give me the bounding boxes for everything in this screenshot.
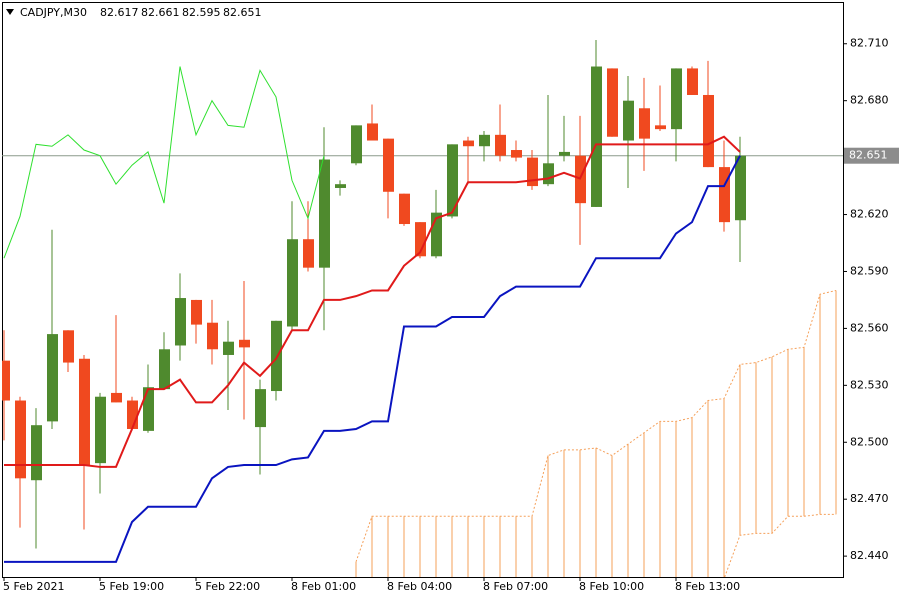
candle-body — [639, 108, 650, 139]
candle-body — [287, 239, 298, 327]
candle-body — [31, 425, 42, 481]
y-tick-label: 82.560 — [850, 321, 889, 334]
candle-body — [447, 144, 458, 217]
indicator-line — [4, 155, 741, 563]
x-tick-label: 8 Feb 13:00 — [675, 580, 740, 593]
x-tick-label: 5 Feb 2021 — [3, 580, 64, 593]
y-tick-label: 82.710 — [850, 37, 889, 50]
candle-body — [15, 400, 26, 479]
candle-body — [511, 150, 522, 158]
candle-body — [319, 159, 330, 268]
ohlc-high: 82.661 — [141, 6, 180, 19]
indicator-line — [4, 135, 741, 468]
candle-body — [671, 68, 682, 130]
x-tick-label: 5 Feb 19:00 — [99, 580, 164, 593]
ohlc-open: 82.617 — [100, 6, 139, 19]
candle-body — [591, 66, 602, 207]
candle-body — [479, 134, 490, 147]
candle-body — [95, 396, 106, 464]
x-tick-label: 8 Feb 10:00 — [579, 580, 644, 593]
candle-body — [79, 358, 90, 466]
y-tick-label: 82.440 — [850, 549, 889, 562]
candle-body — [655, 125, 666, 130]
candle-body — [559, 151, 570, 156]
candle-body — [47, 334, 58, 422]
candle-body — [303, 239, 314, 268]
menu-arrow[interactable] — [6, 9, 14, 15]
candle-body — [255, 389, 266, 428]
candle-body — [543, 163, 554, 185]
candle-body — [143, 387, 154, 431]
cloud-span-b — [724, 513, 836, 577]
candle-body — [367, 123, 378, 141]
candle-body — [495, 134, 506, 156]
indicator-line — [3, 66, 325, 259]
candle-body — [735, 155, 746, 221]
cloud-span-a — [355, 289, 837, 562]
y-tick-label: 82.530 — [850, 378, 889, 391]
candle-body — [703, 94, 714, 168]
x-tick-label: 5 Feb 22:00 — [195, 580, 260, 593]
symbol: CADJPY,M30 — [20, 6, 87, 19]
candle-body — [127, 400, 138, 429]
candle-body — [607, 68, 618, 137]
candle-body — [351, 125, 362, 164]
y-tick-label: 82.590 — [850, 264, 889, 277]
candle-body — [383, 138, 394, 192]
candle-body — [63, 330, 74, 363]
candle-body — [335, 184, 346, 188]
candle-body — [527, 157, 538, 187]
x-tick-label: 8 Feb 04:00 — [387, 580, 452, 593]
plot-frame — [2, 2, 844, 578]
candle-body — [191, 299, 202, 325]
candle-body — [719, 167, 730, 223]
y-tick-label: 82.680 — [850, 94, 889, 107]
candle-body — [207, 322, 218, 350]
candle-body — [687, 68, 698, 95]
candle-body — [431, 212, 442, 257]
candle-body — [399, 193, 410, 225]
x-tick-label: 8 Feb 01:00 — [291, 580, 356, 593]
y-tick-label: 82.500 — [850, 435, 889, 448]
candle-body — [415, 222, 426, 257]
ohlc-low: 82.595 — [182, 6, 221, 19]
plot-area — [2, 39, 843, 577]
candle-body — [463, 140, 474, 147]
y-tick-label: 82.620 — [850, 208, 889, 221]
candle-body — [623, 100, 634, 141]
candle-body — [175, 298, 186, 346]
candle-body — [2, 360, 10, 401]
y-tick-label: 82.470 — [850, 492, 889, 505]
ohlc-close: 82.651 — [223, 6, 262, 19]
price-tag-label: 82.651 — [849, 149, 888, 162]
candle-body — [159, 349, 170, 390]
price-tag — [844, 147, 899, 164]
candle-body — [111, 392, 122, 403]
x-tick-label: 8 Feb 07:00 — [483, 580, 548, 593]
candle-body — [223, 341, 234, 355]
candle-body — [239, 339, 250, 348]
